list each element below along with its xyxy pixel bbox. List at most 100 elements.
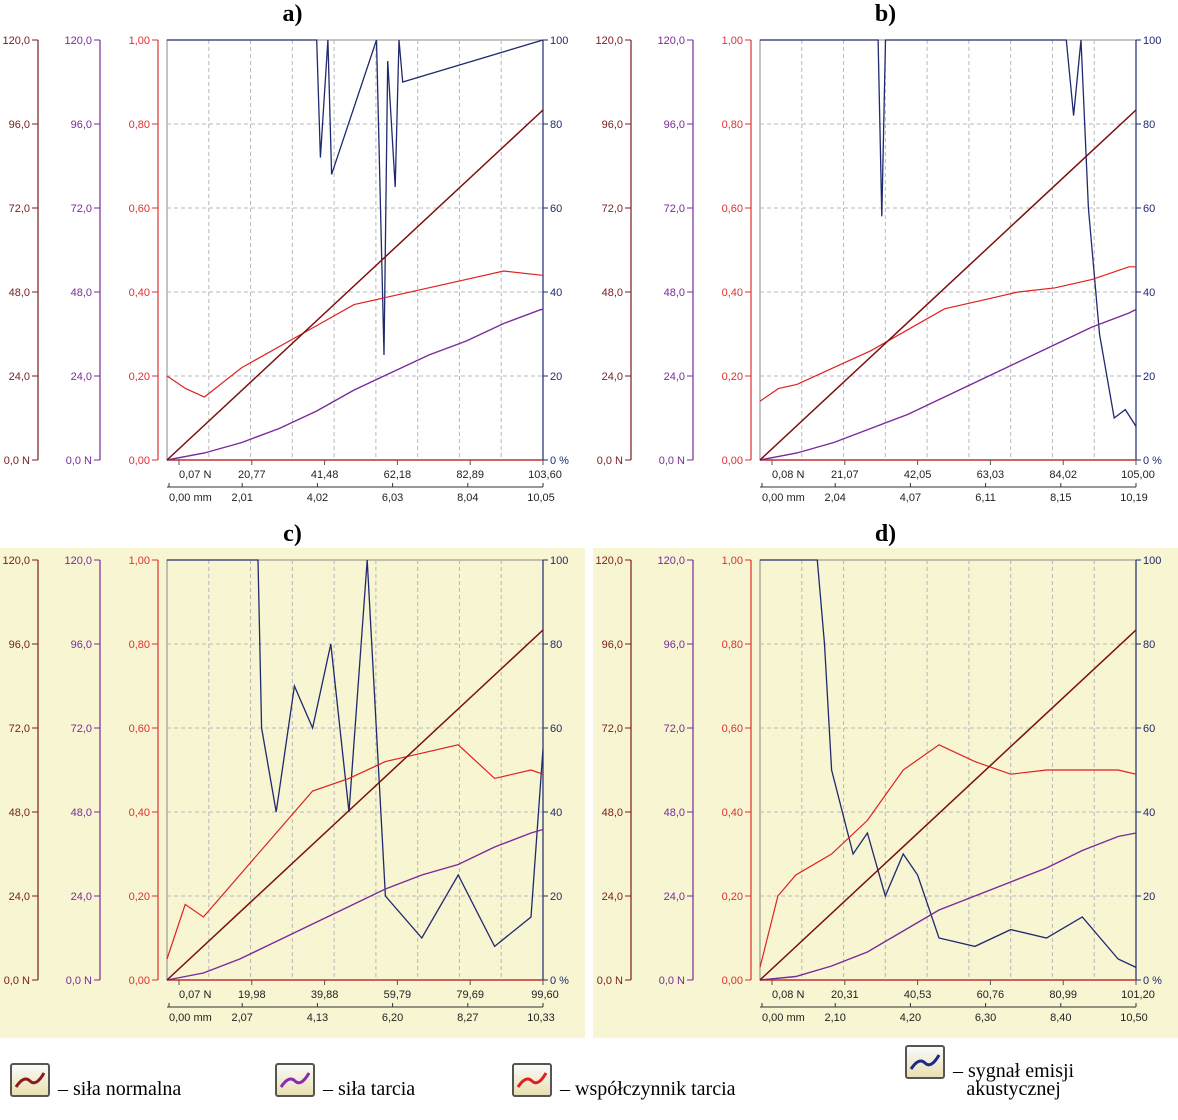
axis-tick-label: 0,60 — [722, 203, 743, 215]
axis-tick-label: 10,33 — [527, 1012, 555, 1024]
axis-tick-label: 10,05 — [527, 492, 555, 504]
axis-tick-label: 1,00 — [129, 555, 150, 567]
axis-tick-label: 48,0 — [664, 287, 685, 299]
axis-tick-label: 100 — [1143, 555, 1161, 567]
axis-tick-label: 40 — [550, 807, 562, 819]
series-line-2 — [759, 266, 1136, 402]
axis-tick-label: 72,0 — [9, 723, 30, 735]
axis-tick-label: 24,0 — [602, 371, 623, 383]
axis-tick-label: 10,50 — [1120, 1012, 1148, 1024]
axis-tick-label: 120,0 — [595, 555, 623, 567]
axis-tick-label: 0,0 N — [597, 455, 623, 467]
legend-item-friction: – siła tarcia — [275, 1063, 415, 1103]
axis-tick-label: 48,0 — [71, 807, 92, 819]
axis-tick-label: 4,07 — [900, 492, 921, 504]
axis-tick-label: 72,0 — [602, 203, 623, 215]
axis-tick-label: 40 — [1143, 287, 1155, 299]
panel-b: b) 0,0 N 24,0 48,0 72,0 96,0 120,0 0,0 N 24,0 48… — [593, 0, 1178, 520]
axis-tick-label: 20 — [550, 891, 562, 903]
axis-tick-label: 24,0 — [664, 371, 685, 383]
axis-tick-label: 80 — [1143, 639, 1155, 651]
axis-tick-label: 6,11 — [975, 492, 996, 504]
axis-tick-label: 48,0 — [664, 807, 685, 819]
axis-tick-label: 0,40 — [722, 287, 743, 299]
axis-tick-label: 8,15 — [1050, 492, 1071, 504]
normal-force-icon — [10, 1063, 50, 1097]
axis-tick-label: 0,60 — [129, 203, 150, 215]
series-line-2 — [759, 744, 1137, 968]
axis-tick-label: 0 % — [550, 455, 569, 467]
series-line-0 — [759, 629, 1137, 981]
axis-tick-label: 0,80 — [129, 639, 150, 651]
panel-title: b) — [874, 1, 897, 27]
axis-tick-label: 80 — [550, 639, 562, 651]
axis-tick-label: 96,0 — [9, 639, 30, 651]
axis-tick-label: 0,08 N — [772, 469, 804, 481]
friction-force-icon — [275, 1063, 315, 1097]
series-line-2 — [166, 744, 544, 960]
axis-tick-label: 0,40 — [129, 807, 150, 819]
axis-tick-label: 20,77 — [238, 469, 266, 481]
axis-tick-label: 0,0 N — [66, 975, 92, 987]
axis-tick-label: 0,20 — [722, 371, 743, 383]
axis-tick-label: 120,0 — [595, 35, 623, 47]
axis-tick-label: 0,08 N — [772, 989, 804, 1001]
axis-tick-label: 48,0 — [9, 807, 30, 819]
axis-tick-label: 72,0 — [664, 723, 685, 735]
axis-tick-label: 96,0 — [664, 639, 685, 651]
axis-tick-label: 20 — [1143, 371, 1155, 383]
chart-b: 0,0 N 24,0 48,0 72,0 96,0 120,0 0,0 N 24,0 48,0 7… — [595, 35, 1162, 504]
axis-tick-label: 8,04 — [457, 492, 478, 504]
axis-tick-label: 96,0 — [602, 119, 623, 131]
axis-tick-label: 120,0 — [2, 555, 30, 567]
panel-c: c) 0,0 N 24,0 48,0 72,0 96,0 120,0 0,0 N 24,0 48… — [0, 520, 585, 1040]
axis-tick-label: 0,00 — [722, 455, 743, 467]
axis-tick-label: 103,60 — [528, 469, 562, 481]
legend-label: – siła normalna — [58, 1078, 182, 1100]
axis-tick-label: 2,04 — [824, 492, 845, 504]
axis-tick-label: 0,00 — [722, 975, 743, 987]
axis-tick-label: 72,0 — [71, 723, 92, 735]
axis-tick-label: 84,02 — [1049, 469, 1077, 481]
axis-tick-label: 80 — [550, 119, 562, 131]
axis-tick-label: 0,20 — [129, 371, 150, 383]
axis-tick-label: 0 % — [1143, 975, 1162, 987]
axis-tick-label: 48,0 — [602, 287, 623, 299]
axis-tick-label: 48,0 — [9, 287, 30, 299]
legend-item-coeff: – współczynnik tarcia — [512, 1063, 736, 1103]
axis-tick-label: 72,0 — [71, 203, 92, 215]
axis-tick-label: 0,0 N — [4, 975, 30, 987]
axis-tick-label: 79,69 — [456, 989, 484, 1001]
axis-tick-label: 72,0 — [9, 203, 30, 215]
axis-tick-label: 4,02 — [307, 492, 328, 504]
axis-tick-label: 1,00 — [722, 35, 743, 47]
axis-tick-label: 6,20 — [382, 1012, 403, 1024]
axis-tick-label: 60,76 — [977, 989, 1005, 1001]
chart-c: 0,0 N 24,0 48,0 72,0 96,0 120,0 0,0 N 24,0 48,0 7… — [0, 548, 585, 1038]
panel-a: a) 0,0 N 24,0 48,0 72,0 96,0 120,0 0,0 N 24,0 48… — [0, 0, 585, 520]
axis-tick-label: 0,40 — [722, 807, 743, 819]
axis-tick-label: 0,00 mm — [169, 1012, 212, 1024]
axis-tick-label: 60 — [1143, 203, 1155, 215]
axis-tick-label: 24,0 — [664, 891, 685, 903]
axis-tick-label: 96,0 — [664, 119, 685, 131]
axis-tick-label: 0,00 mm — [762, 1012, 805, 1024]
legend-label: – współczynnik tarcia — [560, 1078, 736, 1100]
axis-tick-label: 0,60 — [722, 723, 743, 735]
legend: – siła normalna – siła tarcia – współczy… — [0, 1045, 1178, 1120]
legend-item-normal: – siła normalna — [10, 1063, 181, 1103]
axis-tick-label: 42,05 — [904, 469, 932, 481]
chart-d: 0,0 N 24,0 48,0 72,0 96,0 120,0 0,0 N 24,0 48,0 7… — [593, 548, 1178, 1038]
axis-tick-label: 48,0 — [71, 287, 92, 299]
axis-tick-label: 0,40 — [129, 287, 150, 299]
panel-title: d) — [874, 521, 897, 547]
axis-tick-label: 2,07 — [231, 1012, 252, 1024]
axis-tick-label: 82,89 — [456, 469, 484, 481]
axis-tick-label: 100 — [550, 555, 568, 567]
axis-tick-label: 72,0 — [602, 723, 623, 735]
axis-tick-label: 120,0 — [64, 35, 92, 47]
axis-tick-label: 0,0 N — [659, 455, 685, 467]
legend-item-acoustic: – sygnał emisji akustycznej — [905, 1045, 1074, 1100]
series-line-0 — [166, 629, 544, 981]
axis-tick-label: 0,00 — [129, 455, 150, 467]
